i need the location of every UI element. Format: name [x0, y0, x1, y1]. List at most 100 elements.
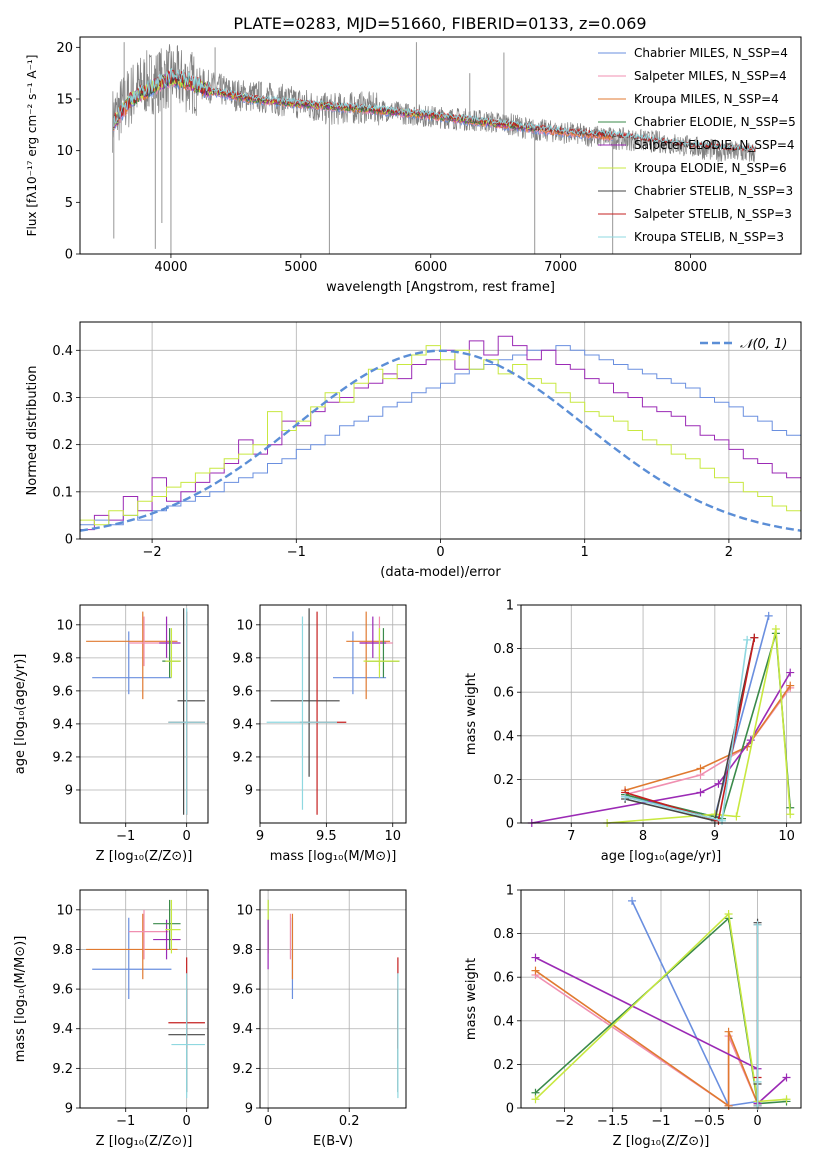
weight-marker [621, 792, 630, 801]
axes-frame [79, 604, 209, 824]
y-axis-label: Normed distribution [25, 366, 40, 496]
mass-vs-EBV-panel: 0 0.2 9 9.2 9.4 9.6 9.8 10 E(B-V) [232, 889, 407, 1149]
legend-label: Chabrier MILES, N_SSP=4 [634, 46, 788, 60]
x-tick-label: 2 [725, 545, 733, 560]
legend-label: Kroupa ELODIE, N_SSP=6 [634, 161, 787, 175]
y-tick-label: 9.2 [52, 750, 73, 765]
y-tick-label: 0.4 [493, 1014, 514, 1029]
x-axis-label: wavelength [Angstrom, rest frame] [326, 280, 555, 295]
weight-marker [782, 1095, 791, 1104]
y-tick-label: 10 [56, 618, 73, 633]
x-axis-label: (data-model)/error [380, 565, 501, 580]
axes-frame [259, 604, 407, 824]
weight-line [535, 970, 759, 1108]
x-tick-label: −1 [287, 545, 306, 560]
weight-marker [628, 896, 637, 905]
x-tick-label: 0 [436, 545, 444, 560]
y-tick-label: 9.6 [232, 684, 253, 699]
weight-line [624, 687, 791, 796]
weight-marker [696, 788, 705, 797]
y-axis-label: mass weight [464, 958, 479, 1040]
x-axis-label: mass [log₁₀(M/M⊙)] [270, 849, 397, 864]
axes-frame [259, 889, 407, 1109]
x-axis-label: Z [log₁₀(Z/Z⊙)] [96, 1134, 193, 1149]
mass-vs-EBV-plot-area [267, 899, 399, 1099]
weight-marker [753, 920, 762, 929]
x-tick-label: −2 [143, 545, 162, 560]
x-tick-label: 0.2 [339, 1114, 360, 1129]
weight-marker [786, 681, 795, 690]
x-tick-label: 7 [567, 829, 575, 844]
y-tick-label: 20 [56, 41, 73, 56]
x-tick-label: 9 [711, 829, 719, 844]
y-tick-label: 9.4 [232, 717, 253, 732]
y-tick-label: 9 [65, 783, 73, 798]
weight-vs-Z-panel: −2 −1.5 −1 −0.5 0 0 0.2 0.4 0.6 0.8 1 Z [log₁₀(Z/Z⊙… [464, 884, 802, 1149]
x-tick-label: 5000 [284, 260, 317, 275]
normal-curve [80, 349, 801, 532]
histogram-panel: −2 −1 0 1 2 0 0.1 0.2 0.3 0.4 (data-model)/error No… [25, 321, 802, 580]
x-tick-label: 10 [778, 829, 795, 844]
y-tick-label: 10 [236, 618, 253, 633]
y-tick-label: 1 [506, 599, 514, 614]
y-tick-label: 9.4 [52, 1022, 73, 1037]
weight-line [624, 615, 770, 818]
y-tick-label: 0.6 [493, 686, 514, 701]
y-tick-label: 0 [65, 533, 73, 548]
y-tick-label: 0.4 [493, 729, 514, 744]
y-tick-label: 10 [236, 903, 253, 918]
axes-frame [520, 604, 802, 824]
weight-marker [531, 1095, 540, 1104]
y-tick-label: 0 [506, 1102, 514, 1117]
histogram-step [80, 345, 801, 539]
weight-marker [714, 779, 723, 788]
legend-label: Salpeter STELIB, N_SSP=3 [634, 207, 792, 221]
x-tick-label: −1 [116, 829, 135, 844]
weight-marker [743, 635, 752, 644]
x-tick-label: 8000 [674, 260, 707, 275]
weight-marker [746, 736, 755, 745]
x-tick-label: −1.5 [597, 1114, 629, 1129]
weight-marker [724, 909, 733, 918]
legend-label: Salpeter ELODIE, N_SSP=4 [634, 138, 795, 152]
y-tick-label: 0.8 [493, 927, 514, 942]
x-tick-label: 0 [753, 1114, 761, 1129]
x-tick-label: 6000 [414, 260, 447, 275]
spectrum-panel: 4000 5000 6000 7000 8000 0 5 10 15 20 wavelength [… [25, 36, 802, 295]
weight-marker [786, 810, 795, 819]
y-tick-label: 1 [506, 884, 514, 899]
weight-marker [786, 668, 795, 677]
y-axis-label: mass weight [464, 673, 479, 755]
weight-marker [531, 966, 540, 975]
legend-label: Salpeter MILES, N_SSP=4 [634, 69, 787, 83]
y-tick-label: 5 [65, 196, 73, 211]
y-tick-label: 9.4 [52, 717, 73, 732]
weight-vs-Z-plot-area [531, 896, 791, 1110]
y-tick-label: 0.2 [493, 773, 514, 788]
y-tick-label: 0.8 [493, 642, 514, 657]
legend-label: Kroupa STELIB, N_SSP=3 [634, 230, 784, 244]
x-axis-label: age [log₁₀(age/yr)] [601, 849, 722, 864]
x-axis-label: Z [log₁₀(Z/Z⊙)] [613, 1134, 710, 1149]
age-vs-mass-panel: 9 9.5 10 9 9.2 9.4 9.6 9.8 10 mass [log₁₀(M/M⊙)] [232, 604, 407, 864]
legend-label: Kroupa MILES, N_SSP=4 [634, 92, 779, 106]
weight-vs-age-plot-area [527, 611, 795, 827]
x-tick-label: 9.5 [316, 829, 337, 844]
x-tick-label: 10 [384, 829, 401, 844]
x-tick-label: −0.5 [693, 1114, 725, 1129]
y-tick-label: 9.6 [232, 983, 253, 998]
axes-frame [520, 889, 802, 1109]
age-vs-Z-plot-area [86, 608, 205, 815]
y-axis-label: mass [log₁₀(M/M⊙)] [13, 936, 28, 1063]
x-tick-label: 8 [639, 829, 647, 844]
figure-title: PLATE=0283, MJD=51660, FIBERID=0133, z=0… [233, 14, 646, 33]
y-tick-label: 9 [65, 1102, 73, 1117]
histogram-step [80, 345, 801, 539]
y-tick-label: 15 [56, 93, 73, 108]
y-tick-label: 9.2 [52, 1062, 73, 1077]
weight-marker [764, 611, 773, 620]
weight-marker [696, 764, 705, 773]
y-tick-label: 9.8 [52, 651, 73, 666]
weight-marker [771, 624, 780, 633]
